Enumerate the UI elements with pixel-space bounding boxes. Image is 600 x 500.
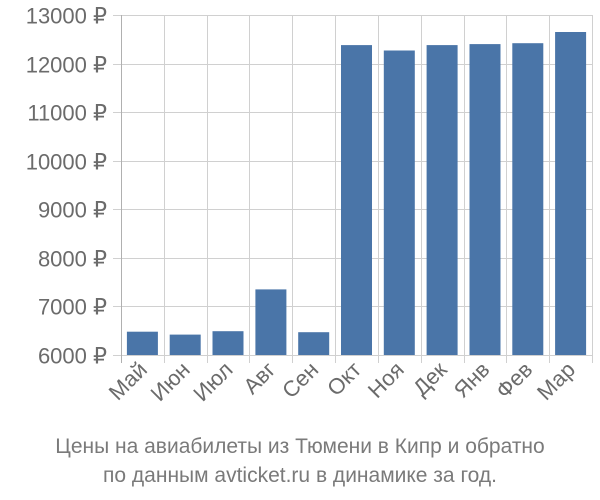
bar-layer — [126, 32, 587, 355]
y-tick-label: 6000 ₽ — [38, 344, 107, 369]
bar — [341, 45, 372, 355]
bar — [255, 289, 287, 355]
y-tick-label: 10000 ₽ — [26, 150, 107, 175]
x-tick-label: Сен — [277, 357, 323, 403]
y-tick-label: 13000 ₽ — [26, 4, 107, 29]
y-tick-label: 11000 ₽ — [27, 101, 107, 126]
bar — [169, 334, 201, 355]
x-tick-label: Май — [104, 357, 152, 405]
caption-line-1: Цены на авиабилеты из Тюмени в Кипр и об… — [55, 435, 545, 458]
bar — [383, 50, 415, 355]
x-tick-label: Авг — [238, 357, 280, 399]
x-tick-label: Фев — [491, 357, 537, 403]
x-tick-label: Окт — [322, 357, 366, 401]
y-tick-label: 7000 ₽ — [38, 295, 107, 320]
bar — [512, 43, 544, 355]
x-tick-label: Июл — [188, 357, 237, 406]
y-axis-ticks: 6000 ₽ 7000 ₽ 8000 ₽ 9000 ₽ 10000 ₽ 11000 ₽ 12… — [26, 4, 107, 369]
bar — [555, 32, 587, 355]
bar — [212, 331, 244, 355]
x-tick-label: Ноя — [363, 357, 409, 403]
bar — [126, 331, 158, 355]
y-tick-label: 8000 ₽ — [38, 247, 107, 272]
y-tick-label: 12000 ₽ — [26, 53, 107, 78]
x-tick-label: Июн — [146, 357, 195, 406]
x-tick-label: Янв — [449, 357, 495, 403]
x-tick-label: Мар — [532, 357, 580, 405]
chart-caption: Цены на авиабилеты из Тюмени в Кипр и об… — [0, 432, 600, 490]
bar — [469, 44, 501, 355]
bar — [426, 45, 458, 355]
bar — [298, 332, 330, 355]
x-tick-label: Дек — [408, 357, 452, 401]
y-tick-label: 9000 ₽ — [38, 198, 107, 223]
caption-line-2: по данным avticket.ru в динамике за год. — [103, 464, 497, 487]
